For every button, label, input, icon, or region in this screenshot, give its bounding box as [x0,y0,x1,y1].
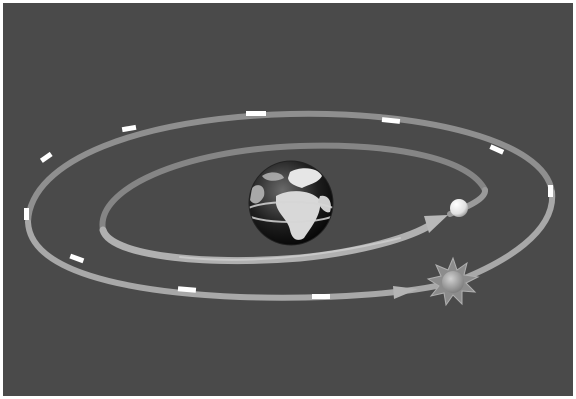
outer-orbit-marker [177,286,197,293]
inner-orbit-back-arc [99,142,488,233]
outer-orbit [24,110,556,301]
earth-continent-americas [250,185,265,204]
outer-orbit-marker [246,111,266,116]
earth-globe-icon [248,160,334,246]
earth-equator-ring [249,201,333,223]
outer-orbit-marker [69,253,85,264]
inner-orbit [99,142,488,265]
outer-orbit-marker [548,185,553,197]
outer-orbit-marker [121,124,137,133]
outer-orbit-marker [381,117,401,124]
outer-orbit-arrowhead [393,286,418,299]
sun-disc [442,271,464,293]
inner-orbit-highlight [179,237,401,261]
moon-icon [450,199,468,217]
earth-continent-arabia [318,195,331,213]
earth-cloud [262,172,284,181]
outer-orbit-marker [39,151,53,163]
outer-orbit-back-arc [25,110,555,225]
sun-icon [426,256,480,307]
outer-orbit-front-arc [25,189,556,301]
outer-orbit-marker [312,294,330,299]
inner-orbit-arrowhead [424,215,448,233]
outer-orbit-marker [489,144,505,155]
outer-orbit-marker [24,208,29,220]
earth-continent-europe [288,168,322,188]
